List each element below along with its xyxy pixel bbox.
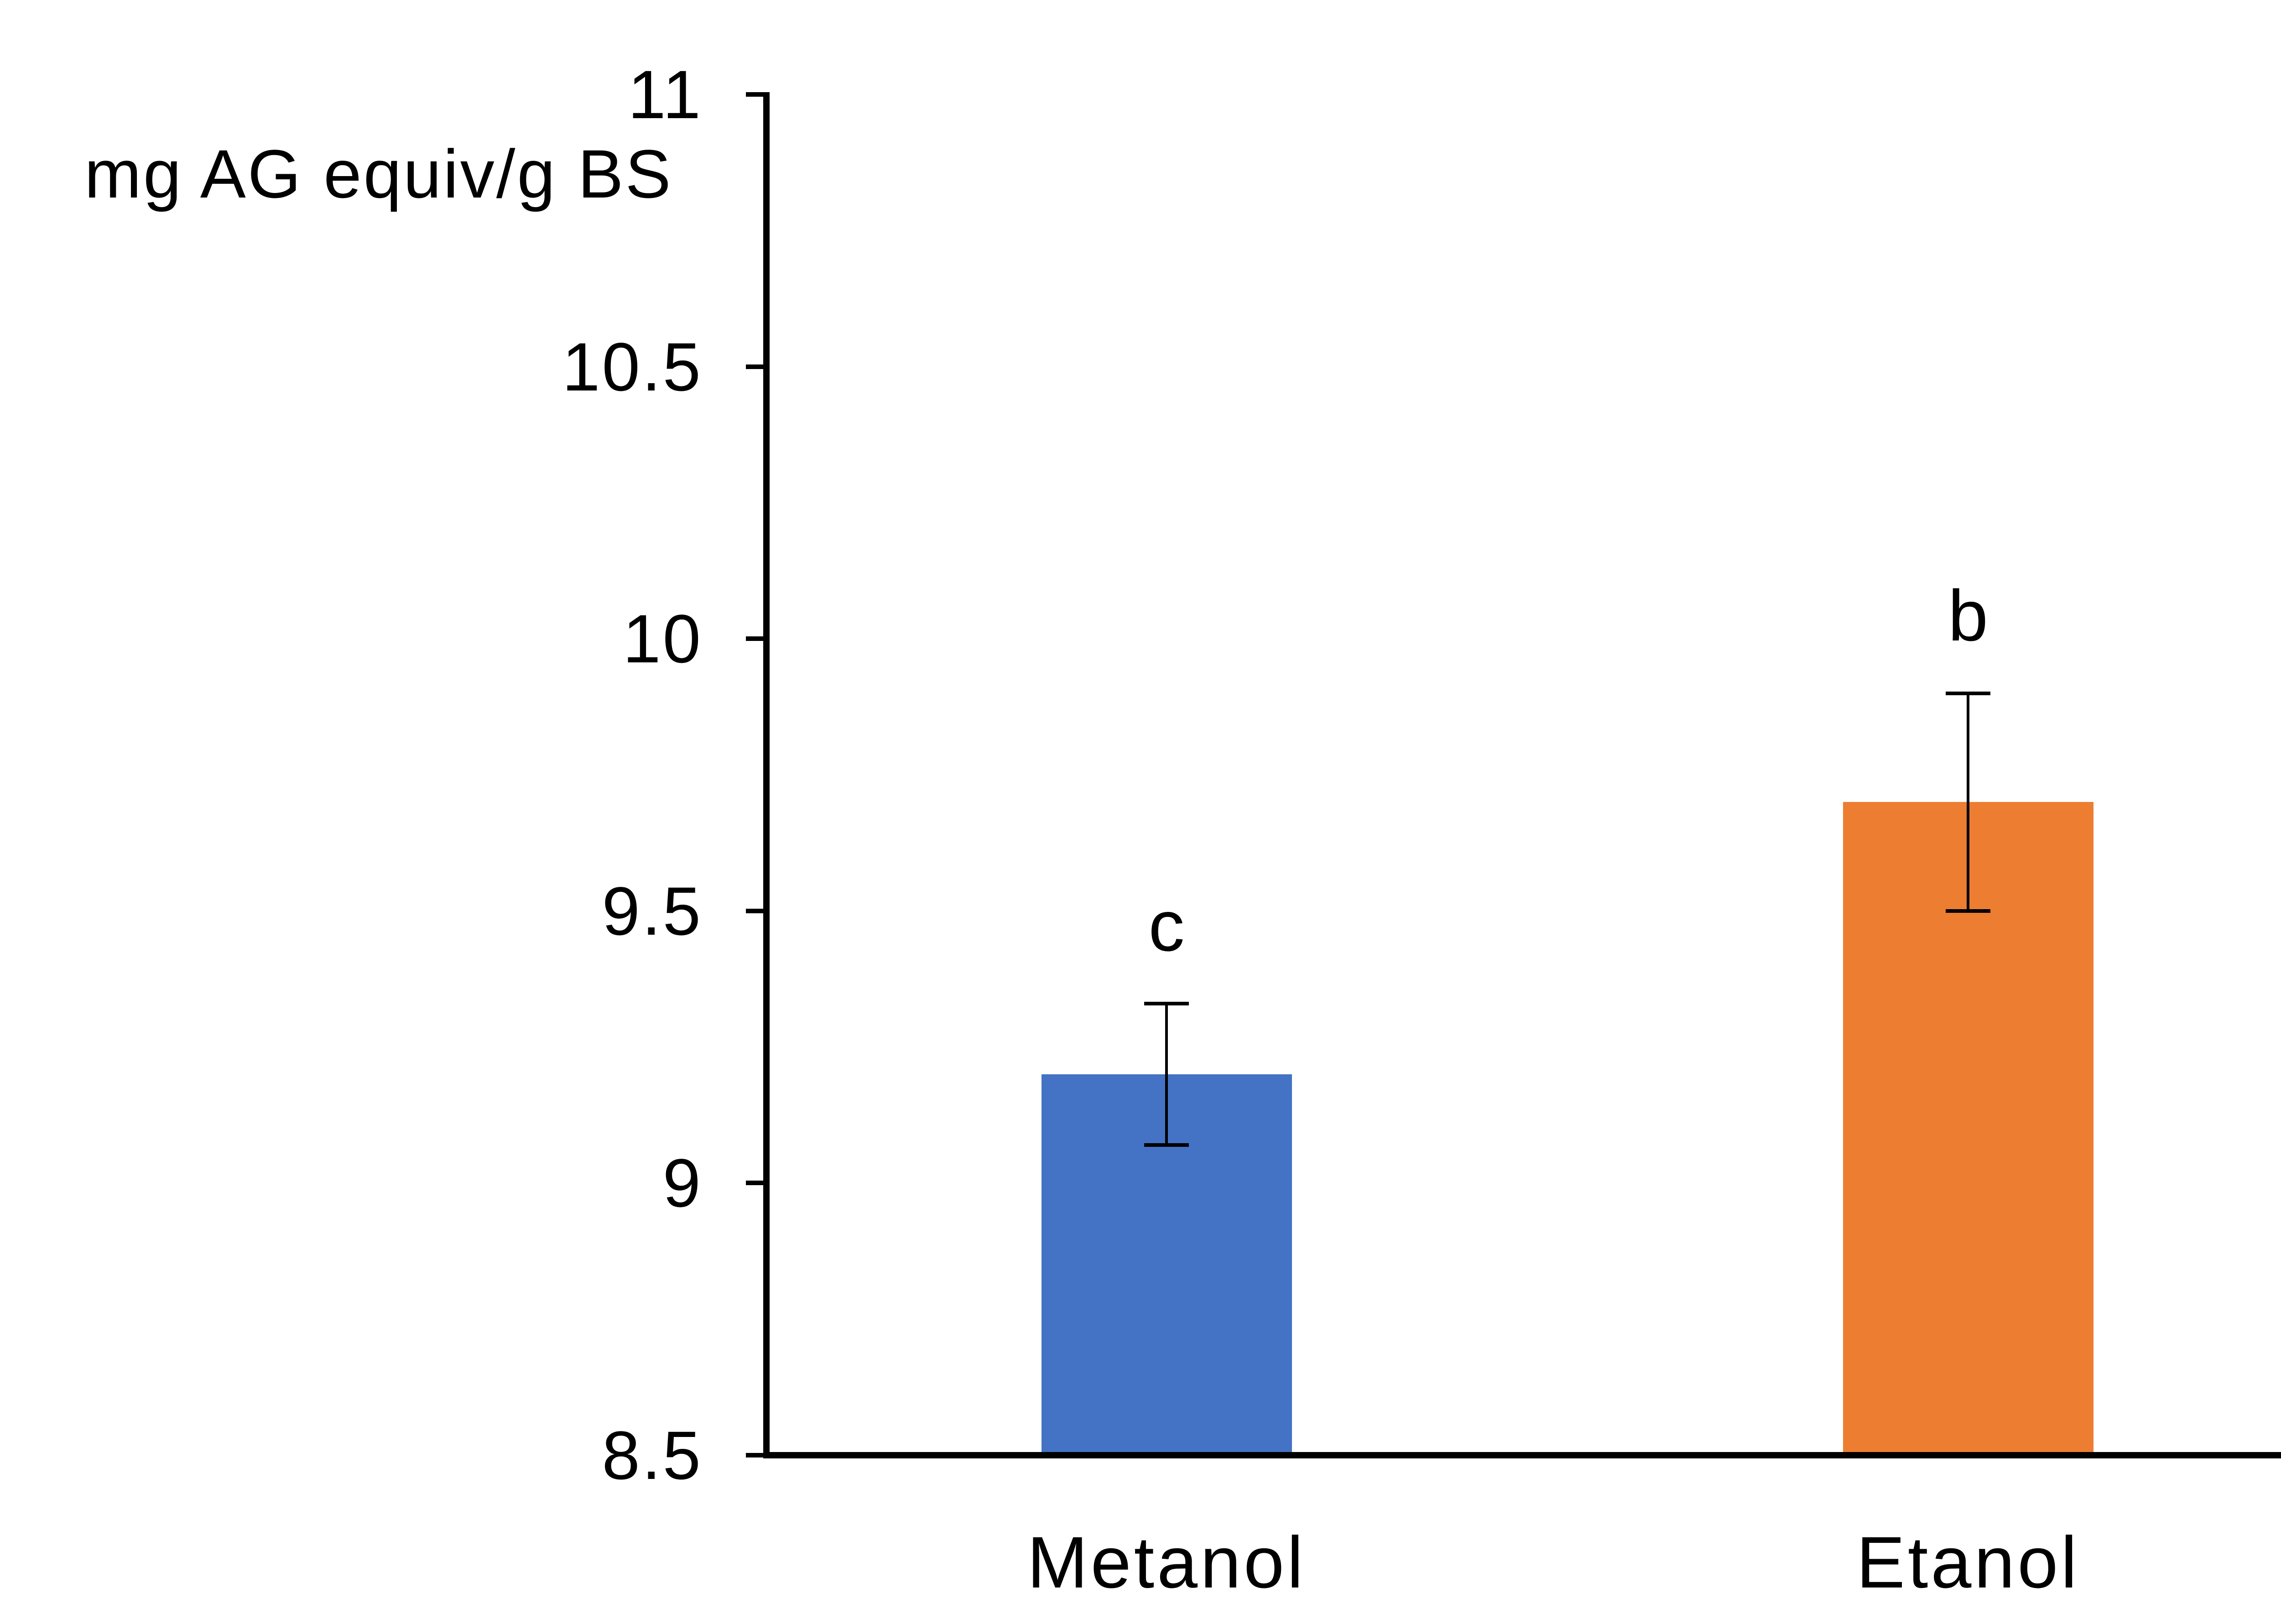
significance-letter-c: c [1148,885,1185,966]
y-axis-tick-label: 9 [662,1145,703,1222]
y-axis-tick [746,1453,763,1457]
error-bar-cap-bottom [1144,1143,1189,1147]
y-axis-tick [746,92,763,97]
y-axis-tick [746,636,763,641]
y-axis-tick [746,364,763,369]
error-bar-cap-top [1144,1001,1189,1005]
x-axis-line [763,1452,2281,1458]
error-bar-cap-bottom [1946,909,1990,913]
y-axis-tick-label: 10 [623,600,703,677]
error-bar-cap-top [1946,691,1990,695]
x-axis-label-etanol: Etanol [1856,1521,2080,1603]
y-axis-tick-label: 8.5 [602,1417,703,1494]
y-axis-tick-label: 10.5 [562,328,703,405]
significance-letter-b: b [1948,575,1988,656]
y-axis-tick [746,1181,763,1186]
y-axis-tick [746,908,763,913]
y-axis-tick-label: 9.5 [602,872,703,949]
y-axis-title: mg AG equiv/g BS [84,135,673,212]
y-axis-line [763,92,770,1458]
x-axis-label-metanol: Metanol [1027,1521,1306,1603]
y-axis-tick-label: 11 [628,56,703,133]
error-bar-line [1165,1003,1168,1145]
error-bar-line [1967,693,1969,911]
